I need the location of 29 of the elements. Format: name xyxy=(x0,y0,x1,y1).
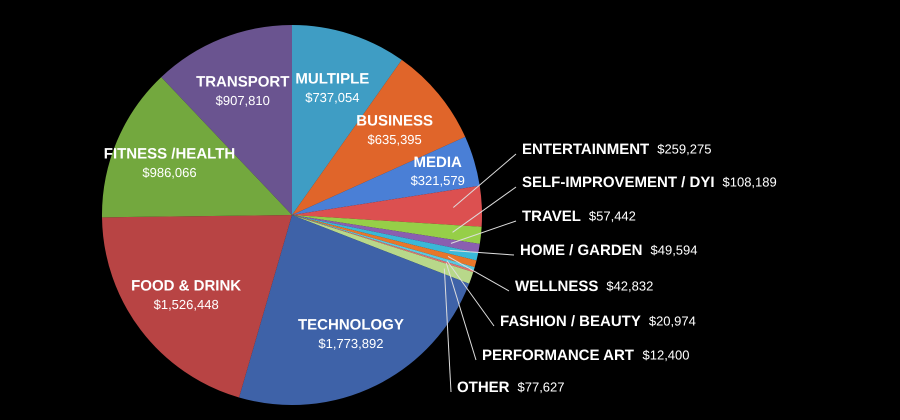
slice-label: BUSINESS xyxy=(356,112,433,130)
slice-label: FOOD & DRINK xyxy=(131,278,242,295)
slice-label: TRANSPORT xyxy=(196,74,290,91)
data-label: $907,810 xyxy=(216,93,270,108)
data-label: $1,526,448 xyxy=(154,297,219,312)
slice-label: MULTIPLE xyxy=(295,70,370,88)
data-label: $1,773,892 xyxy=(318,336,384,351)
slice-label: OTHER xyxy=(457,379,510,396)
slice-label: ENTERTAINMENT xyxy=(522,141,650,158)
slice-label: WELLNESS xyxy=(515,278,598,296)
data-label: $635,395 xyxy=(368,132,422,148)
data-label: $737,054 xyxy=(305,90,360,105)
slice-label: SELF-IMPROVEMENT / DYI xyxy=(522,174,715,192)
slice-label: TRAVEL xyxy=(522,208,581,226)
slice-label: FASHION / BEAUTY xyxy=(500,313,641,330)
slice-label: HOME / GARDEN xyxy=(520,242,643,260)
data-label: $108,189 xyxy=(722,174,777,190)
data-label: $986,066 xyxy=(142,164,197,180)
data-label: $259,275 xyxy=(657,142,712,157)
data-label: $12,400 xyxy=(642,348,690,363)
slice-label: MEDIA xyxy=(414,154,462,171)
slice-label: PERFORMANCE ART xyxy=(482,347,634,364)
data-label: $77,627 xyxy=(518,380,564,395)
slice-label: TECHNOLOGY xyxy=(298,316,404,334)
data-label: $20,974 xyxy=(648,314,696,329)
data-label: $57,442 xyxy=(588,208,636,224)
data-label: $42,832 xyxy=(606,278,654,294)
data-label: $321,579 xyxy=(410,173,465,188)
data-label: $49,594 xyxy=(650,242,698,258)
